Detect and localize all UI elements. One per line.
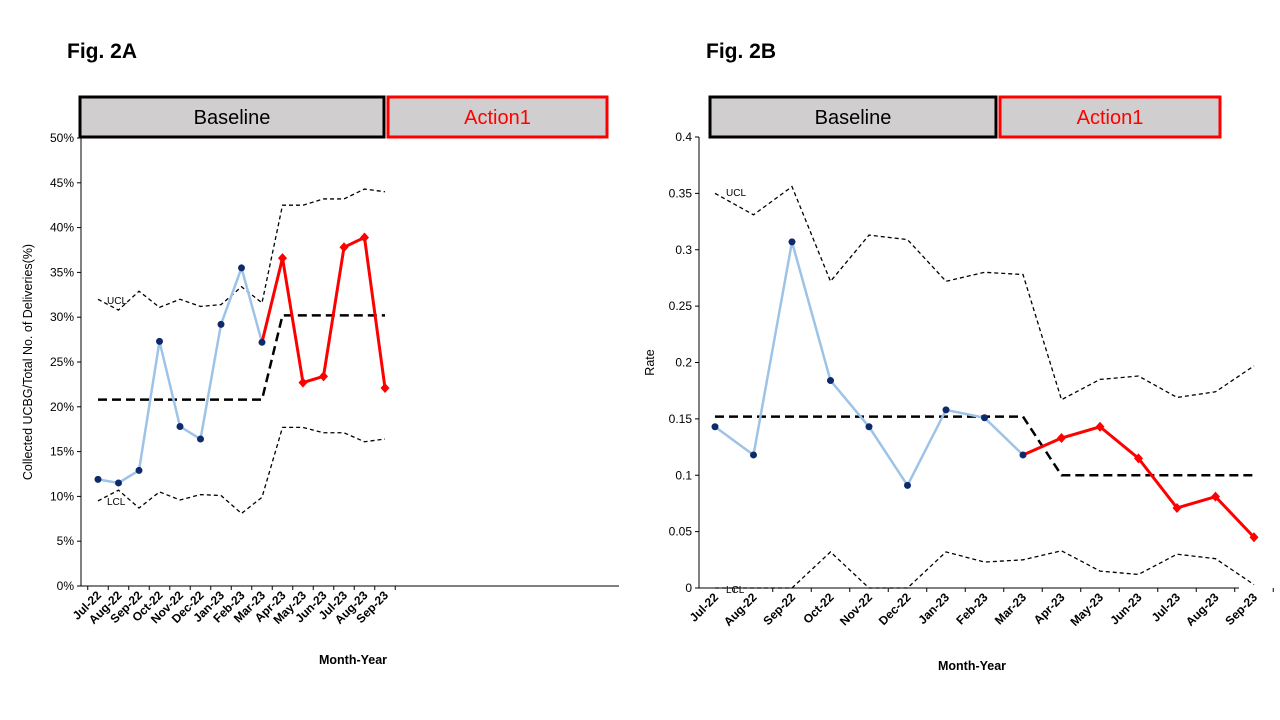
- y-tick-label: 0.25: [669, 299, 693, 313]
- data-point: [238, 264, 245, 272]
- phase-banner-action1: [998, 95, 1222, 139]
- y-tick-label: 0.05: [669, 525, 693, 539]
- x-axis-title: Month-Year: [319, 653, 387, 667]
- x-tick-label: Feb-23: [953, 590, 990, 627]
- center-line: [98, 314, 385, 401]
- y-tick-label: 0.1: [675, 468, 692, 482]
- data-point: [258, 338, 266, 346]
- control-chart-b: Baseline Action1 0 0.05 0.1 0.15 0.2 0.25 0.3 0.3…: [643, 95, 1274, 673]
- data-point: [115, 479, 122, 487]
- y-tick-label: 40%: [50, 221, 74, 235]
- x-tick-label: Sep-22: [760, 590, 798, 628]
- data-point: [942, 406, 950, 414]
- y-axis-title: Rate: [643, 349, 657, 375]
- data-point: [197, 435, 204, 443]
- data-point: [1134, 453, 1143, 464]
- phase-banner-baseline: [708, 95, 998, 139]
- y-tick-label: 25%: [50, 355, 74, 369]
- y-tick-label: 50%: [50, 131, 74, 145]
- data-point: [904, 481, 911, 489]
- y-tick-label: 0.35: [669, 186, 693, 200]
- data-point: [135, 466, 143, 474]
- x-tick-label: Mar-23: [992, 590, 1029, 627]
- y-tick-label: 15%: [50, 445, 74, 459]
- figure-title: Fig. 2B: [706, 40, 777, 63]
- data-point: [217, 320, 225, 328]
- data-point: [1172, 502, 1182, 513]
- x-tick-label: Apr-23: [1031, 590, 1068, 627]
- data-point: [360, 232, 369, 243]
- ucl-label: UCL: [107, 296, 127, 307]
- phase-label: Action1: [1077, 107, 1144, 129]
- x-tick-label: Dec-22: [876, 590, 914, 628]
- y-tick-label: 0.15: [669, 412, 693, 426]
- chart-panel-b: Fig. 2B Baseline Action1 0 0.05 0.1 0.15 0.2 0.…: [640, 0, 1280, 720]
- x-tick-label: May-23: [1067, 590, 1106, 629]
- data-point: [981, 414, 988, 422]
- x-tick-label: Nov-22: [837, 590, 875, 628]
- chart-panel-a: Fig. 2A Baseline Action1 0% 5% 10% 15% 20% 25% 3…: [21, 40, 619, 667]
- y-tick-label: 0.3: [675, 243, 692, 257]
- y-tick-label: 5%: [57, 534, 75, 548]
- y-tick-label: 0.2: [675, 356, 692, 370]
- data-point: [319, 371, 328, 382]
- y-tick-label: 35%: [50, 265, 74, 279]
- data-line-baseline: [714, 241, 1024, 488]
- y-axis-title: Collected UCBG/Total No. of Deliveries(%…: [21, 244, 35, 480]
- data-point: [94, 475, 102, 483]
- data-point: [156, 337, 163, 345]
- phase-label: Baseline: [194, 107, 271, 129]
- y-tick-label: 30%: [50, 310, 74, 324]
- x-tick-label: Jan-23: [915, 590, 952, 627]
- x-tick-label: Sep-23: [1222, 590, 1260, 628]
- lcl-line: [715, 550, 1255, 589]
- control-chart-a: Baseline Action1 0% 5% 10% 15% 20% 25% 30% 35% 40%…: [21, 95, 619, 667]
- lcl-line: [97, 426, 386, 515]
- x-tick-label: Jul-23: [1149, 590, 1184, 625]
- data-point: [380, 382, 390, 393]
- x-tick-label: Jul-22: [687, 590, 722, 625]
- phase-banner-action1: [386, 95, 609, 139]
- data-point: [176, 423, 184, 431]
- phase-label: Baseline: [815, 107, 892, 129]
- y-tick-label: 0: [685, 581, 692, 595]
- data-point: [711, 423, 719, 431]
- figure-title: Fig. 2A: [67, 40, 138, 63]
- data-point: [1249, 532, 1259, 543]
- phase-banner-baseline: [78, 95, 386, 139]
- data-point: [339, 242, 349, 253]
- x-axis-title: Month-Year: [938, 659, 1006, 673]
- y-tick-label: 10%: [50, 489, 74, 503]
- y-tick-label: 0%: [57, 579, 75, 593]
- data-point: [750, 451, 757, 459]
- data-point: [788, 238, 796, 246]
- ucl-line: [714, 185, 1255, 401]
- data-point: [1211, 491, 1220, 502]
- data-point: [278, 253, 287, 264]
- ucl-label: UCL: [726, 188, 746, 199]
- y-tick-label: 45%: [50, 176, 74, 190]
- lcl-label: LCL: [726, 585, 745, 596]
- x-tick-label: Oct-22: [800, 590, 837, 627]
- y-tick-label: 20%: [50, 400, 74, 414]
- center-line: [715, 415, 1254, 477]
- data-point: [1095, 421, 1105, 432]
- x-tick-label: Jun-23: [1107, 590, 1144, 627]
- phase-label: Action1: [464, 107, 531, 129]
- data-point: [827, 377, 834, 385]
- data-point: [1057, 433, 1066, 444]
- data-point: [298, 377, 308, 388]
- ucl-line: [97, 188, 386, 311]
- lcl-label: LCL: [107, 497, 126, 508]
- data-point: [865, 423, 873, 431]
- data-line-action: [1022, 425, 1256, 539]
- x-tick-label: Aug-23: [1183, 590, 1222, 629]
- data-point: [1019, 451, 1027, 459]
- y-tick-label: 0.4: [675, 130, 692, 144]
